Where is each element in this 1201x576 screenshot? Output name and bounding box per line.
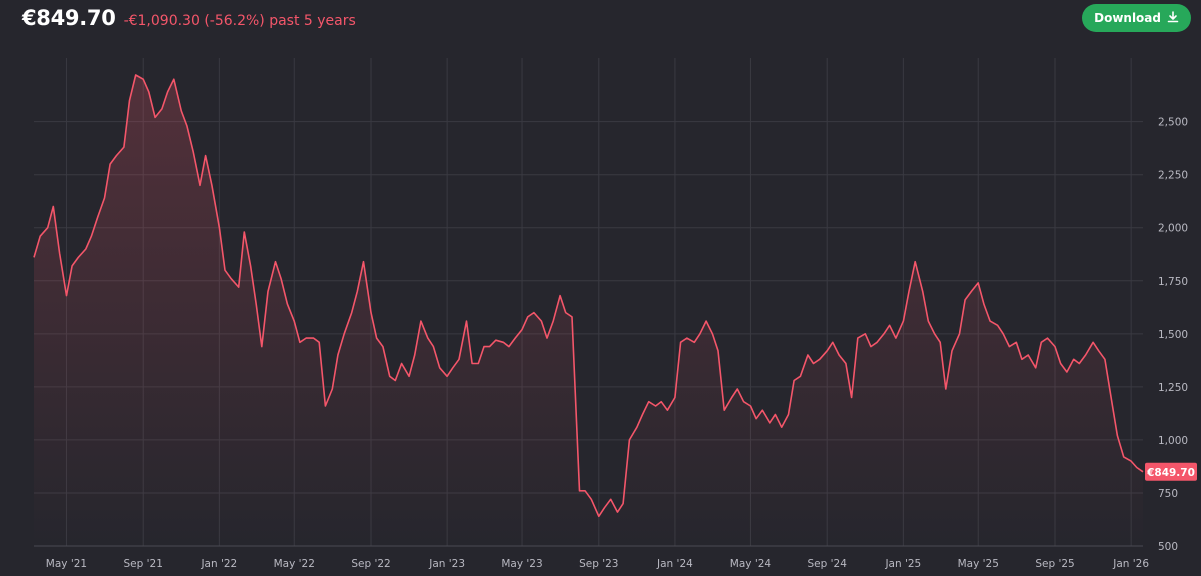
- x-tick-label: May '24: [730, 558, 772, 570]
- x-tick-label: May '21: [46, 558, 87, 570]
- y-tick-label: 1,250: [1158, 382, 1188, 394]
- current-price: €849.70: [22, 6, 116, 30]
- header: €849.70 -€1,090.30 (-56.2%) past 5 years: [22, 6, 356, 30]
- x-tick-label: Jan '24: [656, 558, 693, 570]
- price-line: [33, 74, 1144, 518]
- y-tick-label: 2,500: [1158, 117, 1188, 129]
- y-tick-label: 500: [1158, 541, 1178, 553]
- y-tick-label: 1,750: [1158, 276, 1188, 288]
- y-tick-label: 750: [1158, 488, 1178, 500]
- price-area: [34, 75, 1143, 546]
- x-tick-label: May '22: [274, 558, 315, 570]
- x-tick-label: Jan '25: [884, 558, 921, 570]
- x-tick-label: Jan '22: [200, 558, 237, 570]
- last-price-label: €849.70: [1146, 467, 1195, 479]
- x-tick-label: Sep '23: [579, 558, 618, 570]
- price-change: -€1,090.30 (-56.2%) past 5 years: [123, 13, 356, 29]
- download-icon: [1167, 10, 1179, 26]
- x-tick-label: Sep '22: [351, 558, 390, 570]
- x-tick-label: May '25: [958, 558, 999, 570]
- download-button[interactable]: Download: [1082, 4, 1191, 32]
- y-tick-label: 1,000: [1158, 435, 1188, 447]
- last-price-badge: [1145, 462, 1197, 481]
- x-tick-label: May '23: [501, 558, 542, 570]
- y-tick-label: 2,250: [1158, 170, 1188, 182]
- x-tick-label: Jan '26: [1112, 558, 1149, 570]
- x-tick-label: Sep '24: [808, 558, 848, 570]
- y-tick-label: 1,500: [1158, 329, 1188, 341]
- download-label: Download: [1094, 11, 1161, 25]
- x-tick-label: Sep '25: [1035, 558, 1074, 570]
- x-tick-label: Sep '21: [124, 558, 163, 570]
- x-tick-label: Jan '23: [428, 558, 465, 570]
- y-tick-label: 2,000: [1158, 223, 1188, 235]
